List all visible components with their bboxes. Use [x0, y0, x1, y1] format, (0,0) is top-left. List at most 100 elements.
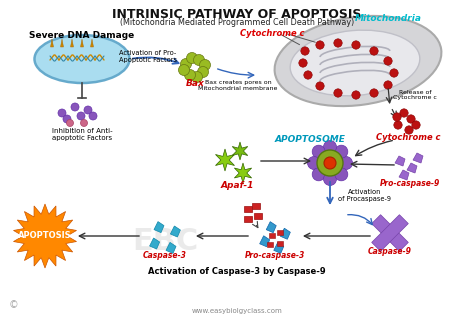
Circle shape [352, 41, 360, 49]
Text: Caspase-9: Caspase-9 [368, 247, 412, 256]
Text: Release of
Cytochrome c: Release of Cytochrome c [393, 89, 437, 100]
Ellipse shape [290, 30, 420, 96]
Polygon shape [166, 242, 176, 253]
Text: Pro-caspase-3: Pro-caspase-3 [245, 251, 305, 259]
Circle shape [370, 89, 378, 97]
Polygon shape [266, 222, 276, 233]
Circle shape [339, 157, 353, 170]
Circle shape [405, 126, 413, 134]
Circle shape [200, 59, 210, 70]
Text: Bax: Bax [186, 79, 204, 89]
Polygon shape [407, 163, 417, 173]
Polygon shape [216, 149, 235, 171]
Polygon shape [170, 226, 181, 237]
Circle shape [58, 109, 66, 117]
FancyBboxPatch shape [267, 242, 273, 247]
Polygon shape [274, 242, 284, 253]
Circle shape [193, 55, 204, 66]
Text: Caspase-3: Caspase-3 [143, 251, 187, 259]
Circle shape [323, 141, 337, 153]
Text: INTRINSIC PATHWAY OF APOPTOSIS: INTRINSIC PATHWAY OF APOPTOSIS [112, 8, 362, 21]
Circle shape [179, 65, 190, 76]
FancyBboxPatch shape [244, 216, 252, 222]
Circle shape [407, 115, 415, 123]
Text: Activation
of Procaspase-9: Activation of Procaspase-9 [338, 189, 392, 202]
Circle shape [334, 39, 342, 47]
Polygon shape [372, 215, 408, 251]
Text: APOPTOSOME: APOPTOSOME [274, 136, 346, 144]
Circle shape [66, 120, 73, 127]
Text: Cytochrome c: Cytochrome c [240, 28, 304, 37]
Circle shape [84, 106, 92, 114]
Circle shape [184, 69, 195, 80]
Polygon shape [260, 236, 270, 247]
FancyBboxPatch shape [269, 233, 275, 238]
Circle shape [308, 157, 320, 170]
Circle shape [312, 145, 325, 158]
Circle shape [191, 71, 202, 82]
Circle shape [181, 58, 191, 69]
Polygon shape [232, 142, 248, 160]
Text: www.easybiolgyclass.com: www.easybiolgyclass.com [191, 308, 283, 314]
Circle shape [317, 150, 343, 176]
Text: Activation of Pro-
Apoptotic Factors: Activation of Pro- Apoptotic Factors [119, 50, 177, 63]
Circle shape [384, 57, 392, 65]
Polygon shape [150, 238, 160, 249]
Text: (Mitochondria Mediated Programmed Cell Death Pathway): (Mitochondria Mediated Programmed Cell D… [120, 18, 354, 27]
Circle shape [301, 47, 309, 55]
Circle shape [186, 53, 198, 64]
Circle shape [89, 112, 97, 120]
Text: Apaf-1: Apaf-1 [220, 181, 254, 190]
Circle shape [370, 47, 378, 55]
FancyBboxPatch shape [277, 230, 283, 235]
Circle shape [400, 109, 408, 117]
Circle shape [393, 113, 401, 121]
Circle shape [412, 121, 420, 129]
Text: EBC: EBC [132, 226, 198, 255]
Circle shape [299, 59, 307, 67]
Polygon shape [395, 156, 405, 166]
Text: Pro-caspase-9: Pro-caspase-9 [380, 179, 440, 187]
FancyBboxPatch shape [252, 203, 260, 209]
Polygon shape [61, 39, 64, 47]
Ellipse shape [35, 35, 129, 83]
Polygon shape [399, 170, 409, 180]
Circle shape [390, 69, 398, 77]
FancyBboxPatch shape [254, 213, 262, 219]
Text: Severe DNA Damage: Severe DNA Damage [29, 31, 135, 40]
Text: Bax creates pores on
Mitochondrial membrane: Bax creates pores on Mitochondrial membr… [198, 80, 278, 91]
Text: Mitochondria: Mitochondria [355, 14, 421, 23]
Text: ©: © [9, 300, 19, 310]
Circle shape [71, 103, 79, 111]
Circle shape [198, 67, 209, 78]
Ellipse shape [274, 16, 441, 106]
Circle shape [334, 89, 342, 97]
Polygon shape [154, 222, 164, 233]
Text: APOPTOSIS: APOPTOSIS [18, 232, 72, 241]
Circle shape [324, 157, 336, 169]
Circle shape [394, 121, 402, 129]
Circle shape [63, 115, 71, 123]
Polygon shape [13, 204, 76, 268]
Circle shape [352, 91, 360, 99]
Text: Activation of Caspase-3 by Caspase-9: Activation of Caspase-3 by Caspase-9 [148, 266, 326, 276]
Circle shape [335, 145, 348, 158]
Circle shape [312, 168, 325, 181]
Circle shape [77, 112, 85, 120]
Text: Inhibition of Anti-
apoptotic Factors: Inhibition of Anti- apoptotic Factors [52, 128, 112, 141]
Circle shape [323, 172, 337, 185]
Circle shape [316, 41, 324, 49]
Circle shape [316, 82, 324, 90]
FancyBboxPatch shape [277, 241, 283, 246]
Polygon shape [81, 39, 83, 47]
FancyBboxPatch shape [244, 206, 252, 212]
Polygon shape [234, 163, 252, 183]
Polygon shape [413, 153, 423, 163]
Polygon shape [91, 39, 93, 47]
Polygon shape [71, 39, 73, 47]
Polygon shape [372, 215, 408, 251]
Text: Cytochrome c: Cytochrome c [376, 133, 440, 142]
Circle shape [384, 81, 392, 89]
Polygon shape [51, 39, 54, 47]
Circle shape [304, 71, 312, 79]
